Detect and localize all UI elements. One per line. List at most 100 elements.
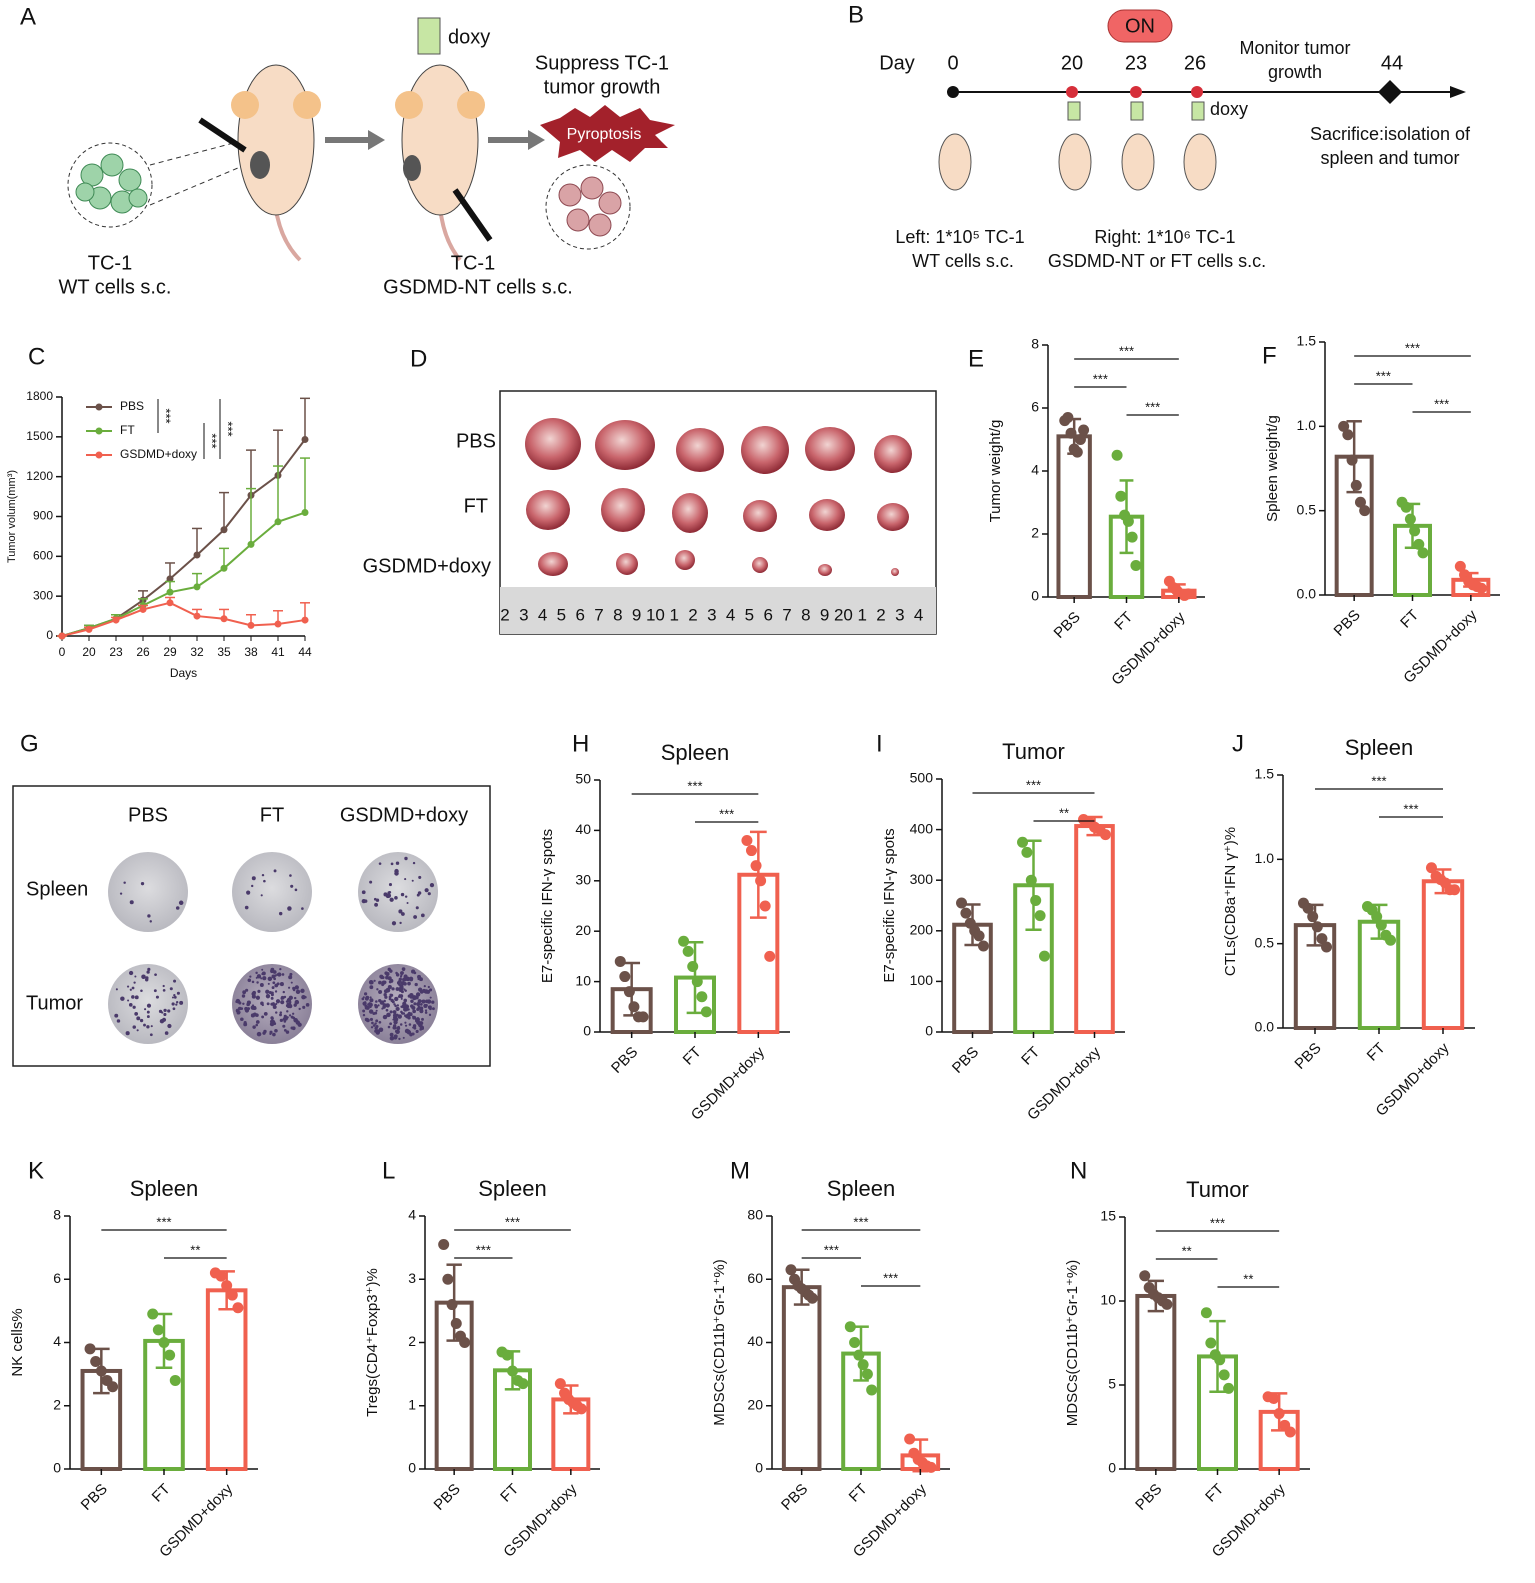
spot bbox=[293, 1003, 297, 1007]
spot bbox=[415, 906, 419, 910]
mouse bbox=[401, 64, 479, 216]
spot bbox=[179, 1000, 184, 1005]
bar bbox=[1135, 1293, 1177, 1471]
y-tick-label: 8 bbox=[1031, 336, 1039, 352]
spot bbox=[257, 989, 261, 993]
bar bbox=[1421, 879, 1465, 1031]
y-axis-label: NK cells% bbox=[9, 1308, 26, 1376]
spot bbox=[267, 976, 273, 982]
spot bbox=[377, 1004, 380, 1007]
spot bbox=[392, 1025, 397, 1030]
spot bbox=[411, 1005, 416, 1010]
data-point bbox=[1038, 950, 1050, 962]
spot bbox=[389, 1010, 393, 1014]
spot bbox=[146, 1003, 152, 1008]
y-tick-label: 30 bbox=[575, 872, 591, 888]
day-number: 20 bbox=[1061, 52, 1083, 74]
spot bbox=[261, 968, 264, 971]
bar bbox=[1074, 824, 1115, 1034]
spot bbox=[134, 995, 139, 1000]
data-point bbox=[861, 1368, 873, 1380]
marker bbox=[247, 621, 255, 629]
spot bbox=[368, 1009, 374, 1014]
spot bbox=[429, 996, 432, 999]
spot bbox=[143, 1023, 146, 1027]
marker bbox=[274, 620, 282, 628]
spot bbox=[400, 997, 403, 1000]
spot bbox=[305, 1003, 310, 1007]
y-tick-label: 1800 bbox=[26, 389, 53, 403]
spot bbox=[302, 1006, 305, 1009]
spot bbox=[241, 994, 246, 998]
spot bbox=[362, 1001, 367, 1006]
doxy-label: doxy bbox=[1210, 99, 1248, 119]
panel-label: N bbox=[1070, 1157, 1087, 1184]
x-tick-label: FT bbox=[680, 1044, 705, 1069]
spot bbox=[163, 1008, 167, 1013]
chart-title: Spleen bbox=[478, 1176, 547, 1201]
spot bbox=[167, 1009, 171, 1013]
spot bbox=[390, 993, 394, 997]
panel-label: F bbox=[1262, 342, 1277, 369]
data-point bbox=[1338, 420, 1350, 432]
spot bbox=[292, 1012, 295, 1015]
row-label: GSDMD+doxy bbox=[363, 555, 491, 577]
spot bbox=[420, 1026, 425, 1031]
spot bbox=[414, 995, 419, 1000]
spot bbox=[292, 1016, 295, 1019]
y-axis-label: CTLs(CD8a⁺IFN γ⁺)% bbox=[1222, 827, 1239, 976]
spot bbox=[381, 1007, 384, 1010]
y-tick-label: 900 bbox=[33, 509, 53, 523]
y-tick-label: 1.5 bbox=[1255, 766, 1275, 782]
y-tick-label: 50 bbox=[575, 771, 591, 787]
spot bbox=[243, 1021, 247, 1025]
bracket-label: *** bbox=[1403, 801, 1418, 816]
y-tick-label: 1 bbox=[408, 1396, 416, 1412]
spot bbox=[265, 994, 271, 999]
column-label: GSDMD+doxy bbox=[340, 804, 468, 826]
y-tick-label: 400 bbox=[910, 820, 934, 836]
spot bbox=[250, 1013, 255, 1018]
spot bbox=[279, 1013, 282, 1017]
x-tick-label: 0 bbox=[59, 645, 66, 659]
bracket-label: *** bbox=[687, 778, 702, 793]
data-point bbox=[554, 1378, 566, 1390]
x-tick-label: PBS bbox=[608, 1044, 641, 1077]
x-tick-label: 44 bbox=[298, 645, 312, 659]
data-point bbox=[1021, 846, 1033, 858]
caption: Sacrifice:isolation of bbox=[1310, 124, 1471, 144]
chart-title: Spleen bbox=[661, 740, 730, 765]
spot bbox=[125, 1031, 130, 1036]
x-tick-label: PBS bbox=[1331, 607, 1364, 640]
spot bbox=[399, 921, 402, 925]
spot bbox=[384, 971, 388, 975]
data-point bbox=[1425, 862, 1437, 874]
data-point bbox=[147, 1308, 159, 1320]
data-point bbox=[1371, 911, 1383, 923]
ruler-digit: 1 bbox=[669, 605, 678, 624]
data-point bbox=[1017, 836, 1029, 848]
y-tick-label: 2 bbox=[53, 1396, 61, 1412]
bracket-label: ** bbox=[190, 1242, 200, 1257]
ruler-digit: 9 bbox=[632, 605, 641, 624]
data-point bbox=[1417, 547, 1429, 559]
day-number: 0 bbox=[947, 52, 958, 74]
bracket-label: *** bbox=[156, 1214, 171, 1229]
spot bbox=[362, 1009, 366, 1013]
spot bbox=[273, 869, 277, 873]
data-point bbox=[1385, 934, 1397, 946]
spot bbox=[288, 1014, 292, 1017]
data-point bbox=[438, 1238, 450, 1250]
spot bbox=[274, 990, 278, 993]
y-axis-label: Tumor weight/g bbox=[987, 420, 1004, 523]
spot bbox=[389, 897, 394, 902]
y-tick-label: 1.0 bbox=[1255, 850, 1275, 866]
spot bbox=[120, 996, 125, 1001]
spot bbox=[416, 1007, 420, 1012]
spot bbox=[402, 967, 406, 971]
end-diamond bbox=[1378, 80, 1402, 104]
data-point bbox=[1316, 933, 1328, 945]
spot bbox=[249, 975, 252, 978]
legend-marker bbox=[95, 427, 103, 435]
spot bbox=[395, 861, 400, 865]
